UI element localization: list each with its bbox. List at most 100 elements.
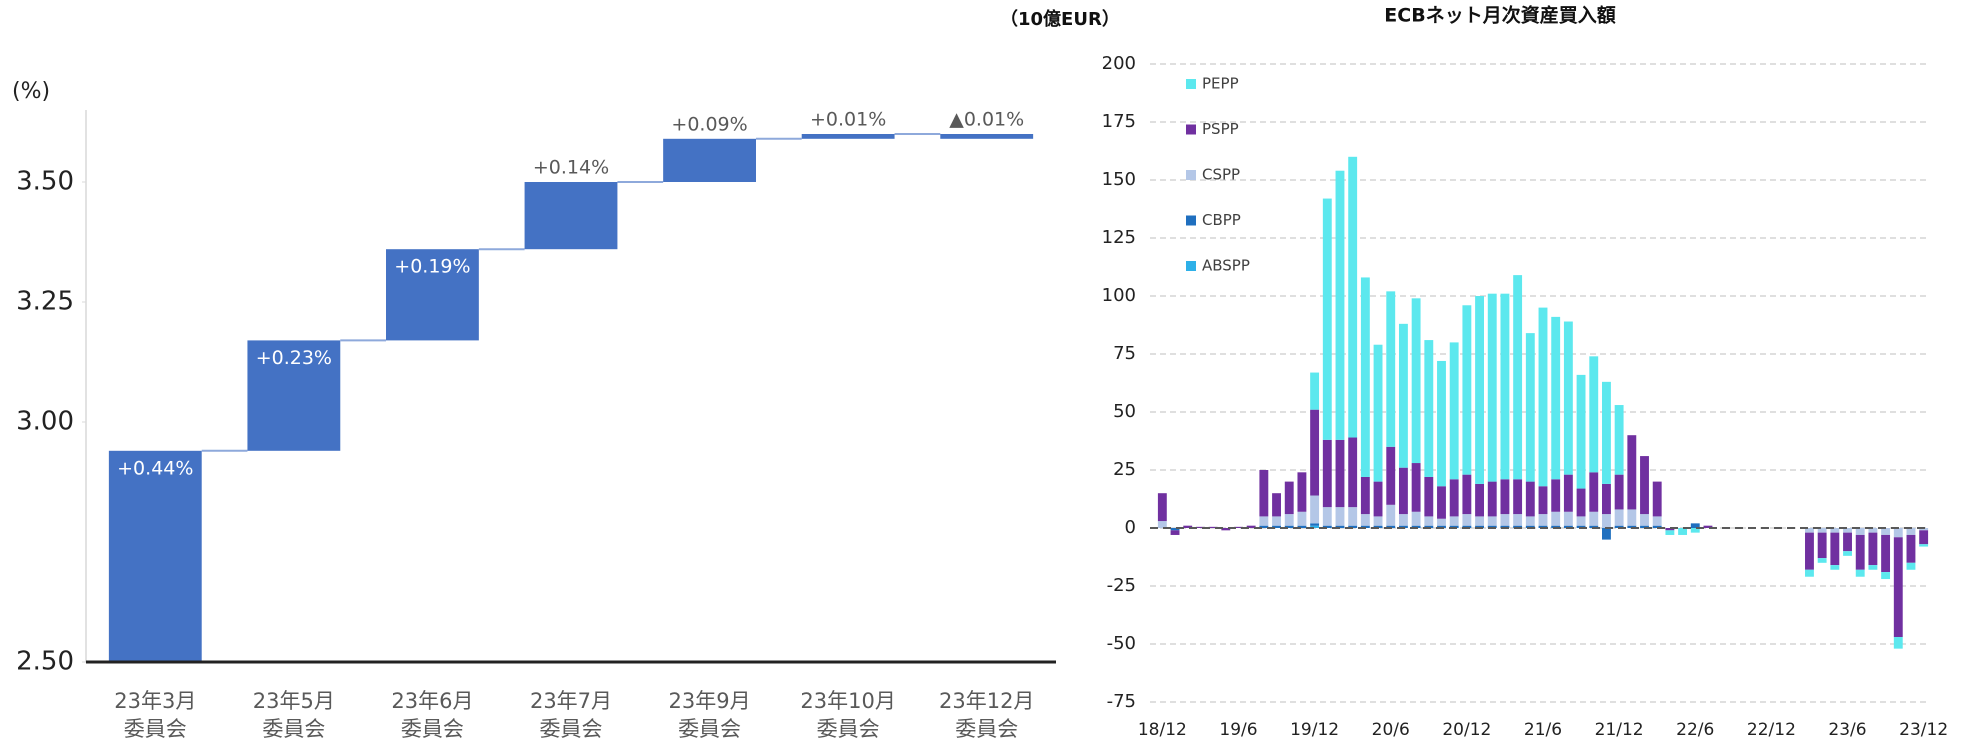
- bar-segment: [1170, 530, 1180, 535]
- bar-segment: [1284, 514, 1294, 526]
- bar-segment: [1462, 474, 1472, 515]
- bar-segment: [1678, 528, 1688, 535]
- legend-label: CBPP: [1202, 211, 1241, 229]
- bar-segment: [1538, 486, 1548, 515]
- bar-segment: [1157, 493, 1167, 522]
- data-label: +0.23%: [256, 347, 332, 369]
- bar-segment: [1881, 534, 1891, 573]
- legend-label: CSPP: [1202, 166, 1240, 184]
- bar-segment: [1614, 474, 1624, 510]
- bar-segment: [1602, 514, 1611, 528]
- bar-segment: [1272, 493, 1281, 517]
- y-tick-label: 50: [1113, 401, 1136, 422]
- bar-segment: [1906, 528, 1916, 535]
- bar-segment: [1843, 532, 1852, 552]
- bar-segment: [1589, 525, 1599, 528]
- y-axis-label: （10億EUR）: [1000, 8, 1120, 30]
- bar-segment: [1627, 525, 1637, 528]
- bar-segment: [1246, 525, 1256, 528]
- bar-segment: [1919, 544, 1929, 547]
- y-tick-label: 0: [1125, 517, 1136, 538]
- bar-segment: [1259, 470, 1269, 517]
- bar-segment: [1563, 321, 1573, 475]
- data-label: +0.14%: [533, 157, 609, 179]
- bar-segment: [1627, 509, 1637, 526]
- bar-segment: [1398, 323, 1408, 468]
- legend-label: PSPP: [1202, 120, 1239, 138]
- bar-segment: [1513, 514, 1523, 526]
- bar-segment: [1297, 472, 1307, 512]
- bar-segment: [1513, 479, 1523, 515]
- y-tick-label: -25: [1107, 575, 1136, 596]
- x-tick-label: 委員会: [817, 717, 880, 741]
- y-tick-label: -50: [1107, 633, 1136, 654]
- legend-label: PEPP: [1202, 75, 1239, 93]
- bar-segment: [1437, 360, 1446, 487]
- bar-segment: [1284, 525, 1294, 528]
- bar-segment: [1322, 525, 1332, 528]
- bar-segment: [1348, 437, 1358, 508]
- bar-segment: [1640, 514, 1649, 526]
- bar-segment: [1551, 316, 1561, 480]
- legend-swatch: [1186, 261, 1196, 271]
- data-label: +0.09%: [671, 113, 747, 135]
- bar-segment: [1398, 467, 1408, 515]
- bar-segment: [1551, 511, 1561, 526]
- bar-segment: [1805, 528, 1814, 533]
- bar-segment: [1690, 528, 1700, 533]
- y-tick-label: 75: [1113, 343, 1136, 364]
- y-axis-label: (%): [12, 79, 50, 104]
- bar-segment: [1563, 525, 1573, 528]
- x-tick-label: 22/12: [1747, 720, 1796, 740]
- y-tick-label: 2.50: [16, 647, 74, 677]
- bar-segment: [1919, 530, 1929, 545]
- bar: [247, 340, 341, 451]
- bar-segment: [1297, 511, 1307, 526]
- bar-segment: [1640, 525, 1649, 528]
- bar-segment: [1881, 572, 1891, 580]
- bar-segment: [1373, 516, 1383, 526]
- x-tick-label: 委員会: [678, 717, 741, 741]
- bar-segment: [1449, 525, 1459, 528]
- bar-segment: [1538, 307, 1548, 487]
- data-label: +0.01%: [810, 109, 886, 131]
- bar-segment: [1373, 481, 1383, 517]
- bar-segment: [1475, 483, 1484, 517]
- bar-segment: [1525, 525, 1535, 528]
- bar-segment: [1335, 439, 1345, 508]
- x-tick-label: 18/12: [1138, 720, 1187, 740]
- x-tick-label: 23年10月: [800, 689, 895, 713]
- bar: [801, 134, 895, 139]
- bar-segment: [1183, 525, 1193, 528]
- x-tick-label: 19/12: [1290, 720, 1339, 740]
- bar-segment: [1576, 488, 1586, 517]
- bar-segment: [1449, 479, 1459, 517]
- bar-segment: [1513, 275, 1523, 480]
- bar-segment: [1500, 514, 1510, 526]
- bar-segment: [1893, 537, 1903, 638]
- bar-segment: [1411, 298, 1421, 464]
- x-tick-label: 23年5月: [253, 689, 335, 713]
- bar-segment: [1335, 170, 1345, 440]
- bar-segment: [1386, 291, 1396, 447]
- x-tick-label: 23年12月: [939, 689, 1034, 713]
- bar-segment: [1360, 476, 1370, 515]
- y-tick-label: 25: [1113, 459, 1136, 480]
- bar-segment: [1310, 372, 1320, 410]
- bar-segment: [1272, 516, 1281, 526]
- bar: [386, 249, 479, 341]
- bar-segment: [1817, 532, 1827, 559]
- x-tick-label: 23/12: [1899, 720, 1948, 740]
- bar-segment: [1411, 525, 1421, 528]
- bar-segment: [1373, 344, 1383, 482]
- bar-segment: [1475, 525, 1484, 528]
- y-tick-label: 3.50: [16, 167, 74, 197]
- legend-swatch: [1186, 79, 1196, 89]
- bar-segment: [1589, 511, 1599, 526]
- bar-segment: [1855, 569, 1865, 577]
- bar-segment: [1259, 516, 1269, 526]
- legend-swatch: [1186, 215, 1196, 226]
- bar: [663, 138, 756, 182]
- bar-segment: [1830, 532, 1840, 566]
- bar-segment: [1360, 514, 1370, 526]
